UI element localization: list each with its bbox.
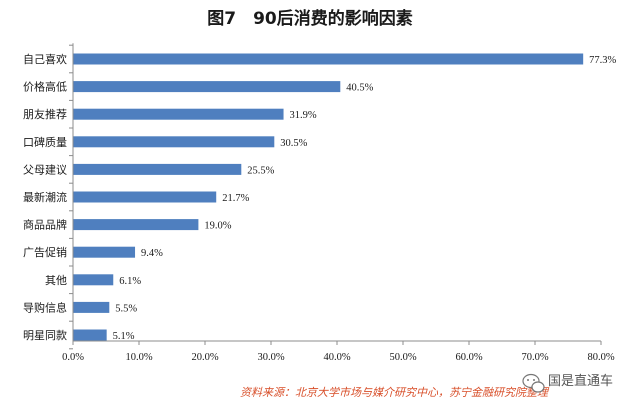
x-tick-label: 20.0% xyxy=(191,352,218,363)
value-label: 40.5% xyxy=(346,83,373,94)
category-label: 父母建议 xyxy=(23,162,67,176)
category-label: 广告促销 xyxy=(23,245,67,259)
watermark: 国是直通车 xyxy=(522,373,613,393)
value-label: 9.4% xyxy=(141,248,163,259)
value-label: 21.7% xyxy=(222,193,249,204)
value-label: 31.9% xyxy=(290,110,317,121)
bar-group: 父母建议 25.5% xyxy=(23,162,275,176)
category-label: 最新潮流 xyxy=(23,190,67,204)
x-tick-label: 80.0% xyxy=(587,352,614,363)
x-axis: 0.0% 10.0% 20.0% 30.0% 40.0% 50.0% 60.0% 70.0% 8… xyxy=(62,43,615,363)
bar xyxy=(73,163,242,175)
value-label: 30.5% xyxy=(280,138,307,149)
value-label: 77.3% xyxy=(589,55,616,66)
bar-group: 广告促销 9.4% xyxy=(23,245,163,259)
bar xyxy=(73,219,199,231)
category-label: 商品品牌 xyxy=(23,218,67,232)
bar-group: 最新潮流 21.7% xyxy=(23,190,250,204)
bar xyxy=(73,301,110,313)
x-tick-label: 50.0% xyxy=(389,352,416,363)
category-label: 明星同款 xyxy=(23,328,67,342)
bar xyxy=(73,274,114,286)
bar-group: 明星同款 5.1% xyxy=(23,328,135,342)
wechat-icon xyxy=(522,373,545,393)
value-label: 5.5% xyxy=(115,303,137,314)
x-tick-label: 70.0% xyxy=(521,352,548,363)
bar-group: 其他 6.1% xyxy=(45,274,141,287)
source-note: 资料来源：北京大学市场与媒介研究中心，苏宁金融研究院整理 xyxy=(240,386,550,399)
bar-group: 商品品牌 19.0% xyxy=(23,218,232,232)
bars-layer: 自己喜欢 77.3% 价格高低 40.5% 朋友推荐 31.9% 口碑质量 30.5% 父母建议… xyxy=(23,52,617,342)
bar-group: 自己喜欢 77.3% xyxy=(23,52,617,66)
bar-group: 口碑质量 30.5% xyxy=(23,136,308,149)
category-label: 价格高低 xyxy=(23,80,67,94)
bar-group: 价格高低 40.5% xyxy=(23,80,374,94)
bar xyxy=(73,136,275,148)
bar xyxy=(73,329,107,341)
value-label: 5.1% xyxy=(113,331,135,342)
bar xyxy=(73,81,341,93)
category-label: 导购信息 xyxy=(23,300,67,314)
x-tick-label: 10.0% xyxy=(125,352,152,363)
value-label: 19.0% xyxy=(204,221,231,232)
bar xyxy=(73,53,584,65)
bar-group: 导购信息 5.5% xyxy=(23,300,137,314)
x-tick-label: 40.0% xyxy=(323,352,350,363)
value-label: 25.5% xyxy=(247,165,274,176)
category-label: 其他 xyxy=(45,274,67,287)
x-tick-label: 30.0% xyxy=(257,352,284,363)
category-label: 口碑质量 xyxy=(23,136,67,149)
bar xyxy=(73,191,217,203)
value-label: 6.1% xyxy=(119,276,141,287)
bar xyxy=(73,246,136,258)
x-tick-label: 60.0% xyxy=(455,352,482,363)
watermark-text: 国是直通车 xyxy=(548,373,613,389)
x-tick-label: 0.0% xyxy=(62,352,84,363)
bar-group: 朋友推荐 31.9% xyxy=(23,107,317,121)
bar xyxy=(73,108,284,120)
category-label: 朋友推荐 xyxy=(23,107,67,121)
category-label: 自己喜欢 xyxy=(23,52,67,66)
chart-title: 图7 90后消费的影响因素 xyxy=(207,8,413,29)
